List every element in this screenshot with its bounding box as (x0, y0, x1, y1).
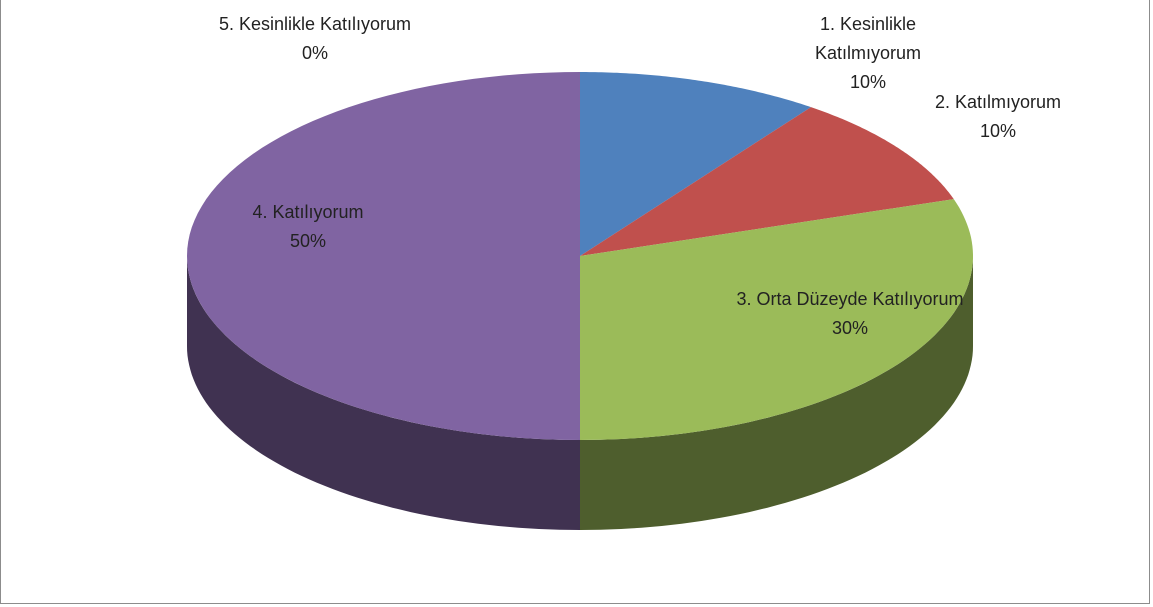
slice (580, 72, 811, 256)
category-label: 5. Kesinlikle Katılıyorum (218, 14, 412, 34)
category-label: 3. Orta Düzeyde Katılıyorum (736, 289, 964, 309)
slice (580, 199, 973, 440)
category-label: 2. Katılmıyorum (934, 92, 1062, 112)
slice (580, 107, 954, 256)
category-label: 4. Katılıyorum (252, 202, 364, 222)
data-label: 3. Orta Düzeyde Katılıyorum 30% (730, 285, 970, 343)
value-label: 10% (849, 72, 887, 92)
data-label: 5. Kesinlikle Katılıyorum 0% (215, 10, 415, 68)
pie-sides (187, 256, 973, 530)
value-label: 10% (979, 121, 1017, 141)
slice-side (580, 256, 973, 530)
data-label: 1. Kesinlikle Katılmıyorum 10% (768, 10, 968, 97)
category-label: 1. Kesinlikle Katılmıyorum (814, 14, 922, 63)
value-label: 30% (831, 318, 869, 338)
slice (187, 72, 580, 440)
value-label: 50% (289, 231, 327, 251)
data-label: 4. Katılıyorum 50% (208, 198, 408, 256)
data-label: 2. Katılmıyorum 10% (898, 88, 1098, 146)
value-label: 0% (301, 43, 328, 63)
slice-side (187, 256, 580, 530)
